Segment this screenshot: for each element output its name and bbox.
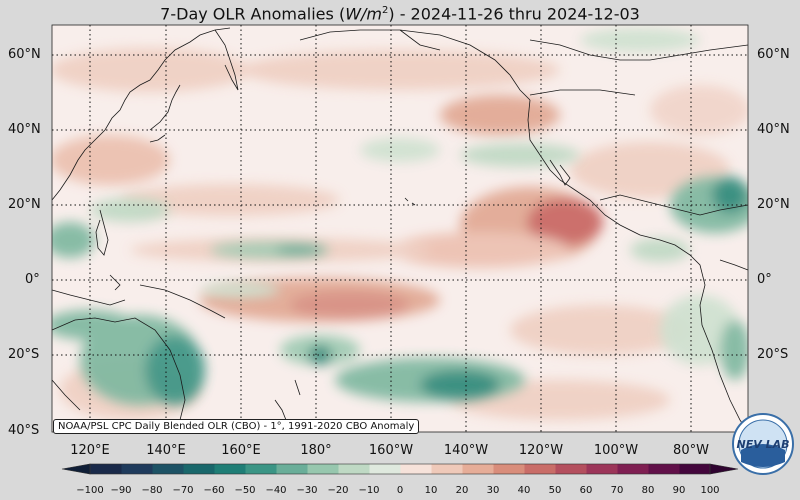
colorbar-tick-label: 0: [396, 485, 404, 496]
coast-north-america-north: [529, 39, 749, 96]
noaa-logo: NEV LAB: [732, 413, 794, 475]
colorbar-segment: [369, 464, 401, 474]
colorbar-min-arrow: [61, 463, 91, 475]
lon-label-120e: 120°E: [70, 443, 110, 458]
coast-south-america: [689, 254, 749, 433]
coast-philippines: [95, 209, 109, 256]
colorbar-segment: [648, 464, 680, 474]
lon-label-80w: 80°W: [673, 443, 709, 458]
title-prefix: 7-Day OLR Anomalies (: [160, 4, 346, 24]
colorbar-segment: [214, 464, 246, 474]
colorbar-tick-label: 10: [424, 485, 438, 496]
colorbar-segment: [276, 464, 308, 474]
lat-label-left-40n: 40°N: [8, 122, 41, 137]
logo-text: NEV LAB: [737, 438, 790, 451]
colorbar-tick-label: −10: [358, 485, 380, 496]
colorbar-segment: [617, 464, 649, 474]
lat-label-right-0: 0°: [757, 272, 772, 287]
coast-north-america: [527, 99, 691, 256]
title-unit: W/m: [345, 4, 382, 24]
coast-hawaii: [404, 197, 416, 206]
colorbar-tick-label: 60: [579, 485, 593, 496]
colorbar-tick-label: 90: [672, 485, 686, 496]
colorbar-tick-label: 30: [486, 485, 500, 496]
title-suffix: ) - 2024-11-26 thru 2024-12-03: [388, 4, 640, 24]
coast-australia: [51, 317, 186, 433]
anomaly-field: [52, 28, 748, 420]
colorbar-segment: [90, 464, 122, 474]
coast-baja: [549, 159, 571, 186]
colorbar-tick-label: 80: [641, 485, 655, 496]
colorbar-tick-label: −80: [141, 485, 163, 496]
coast-gulf: [599, 194, 749, 216]
colorbar-tick-label: −90: [110, 485, 132, 496]
coast-alaska: [299, 29, 531, 101]
colorbar-tick-label: −20: [327, 485, 349, 496]
coast-japan: [149, 84, 181, 143]
coastlines: [51, 27, 749, 433]
lat-label-left-0: 0°: [25, 272, 40, 287]
colorbar-segment: [431, 464, 463, 474]
lon-label-160e: 160°E: [221, 443, 261, 458]
lat-label-right-60n: 60°N: [757, 47, 790, 62]
colorbar-segment: [121, 464, 153, 474]
lat-label-right-20s: 20°S: [757, 347, 789, 362]
lon-label-120w: 120°W: [518, 443, 564, 458]
lon-label-180: 180°: [300, 443, 332, 458]
lat-label-left-60n: 60°N: [8, 47, 41, 62]
coast-indonesia: [51, 274, 226, 319]
colorbar-tick-label: −100: [76, 485, 104, 496]
colorbar-tick-label: 40: [517, 485, 531, 496]
colorbar-tick-label: −50: [234, 485, 256, 496]
colorbar-tick-label: −60: [203, 485, 225, 496]
lon-label-160w: 160°W: [368, 443, 414, 458]
lon-label-140w: 140°W: [443, 443, 489, 458]
colorbar-segment: [462, 464, 494, 474]
colorbar-segment: [679, 464, 711, 474]
coast-kamchatka: [214, 29, 239, 91]
colorbar-segment: [183, 464, 215, 474]
colorbar-tick-label: 70: [610, 485, 624, 496]
colorbar-segment: [307, 464, 339, 474]
colorbar-segment: [245, 464, 277, 474]
lat-label-left-20s: 20°S: [8, 347, 40, 362]
colorbar-segment: [400, 464, 432, 474]
title-unit-exponent: 2: [381, 5, 389, 16]
lat-label-right-20n: 20°N: [757, 197, 790, 212]
colorbar-segment: [493, 464, 525, 474]
colorbar-tick-label: 20: [455, 485, 469, 496]
colorbar-segment: [152, 464, 184, 474]
coast-east-asia: [51, 27, 231, 201]
lon-label-140e: 140°E: [146, 443, 186, 458]
colorbar-segment: [338, 464, 370, 474]
colorbar-tick-label: −70: [172, 485, 194, 496]
data-source-credit: NOAA/PSL CPC Daily Blended OLR (CBO) - 1…: [53, 419, 420, 434]
colorbar-tick-label: 100: [700, 485, 720, 496]
colorbar-tick-label: −30: [296, 485, 318, 496]
colorbar-segment: [555, 464, 587, 474]
colorbar-tick-label: −40: [265, 485, 287, 496]
lon-label-100w: 100°W: [593, 443, 639, 458]
map-title: 7-Day OLR Anomalies (W/m2) - 2024-11-26 …: [0, 0, 800, 24]
lat-label-right-40n: 40°N: [757, 122, 790, 137]
lat-label-left-40s: 40°S: [8, 423, 40, 438]
colorbar-segment: [524, 464, 556, 474]
graticule: [52, 25, 748, 432]
colorbar-tick-label: 50: [548, 485, 562, 496]
lat-label-left-20n: 20°N: [8, 197, 41, 212]
colorbar: [61, 463, 739, 475]
colorbar-outline: [89, 463, 711, 475]
colorbar-segment: [586, 464, 618, 474]
